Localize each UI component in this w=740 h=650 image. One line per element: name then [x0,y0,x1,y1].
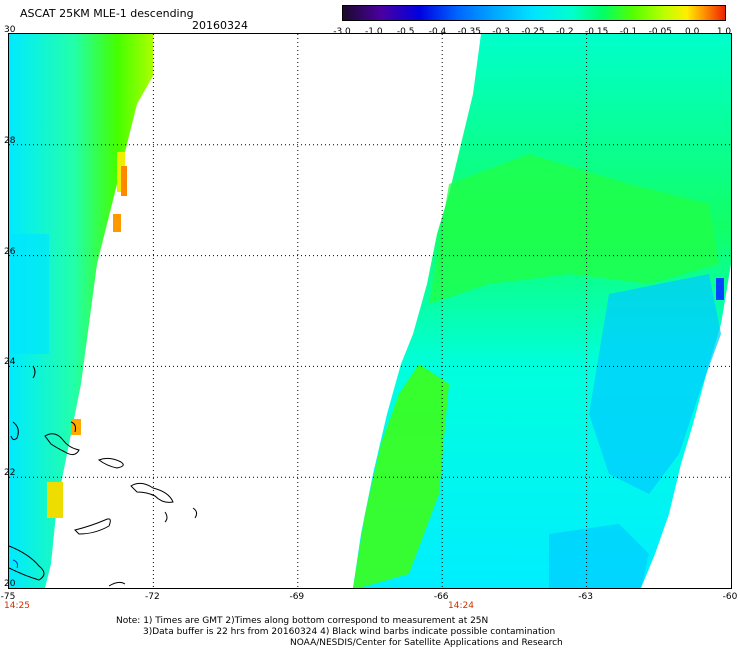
longitude-label: -63 [578,592,593,602]
west-swath-orange-south [71,419,81,435]
color-scale-label: -3.0 [333,27,351,37]
product-date: 20160324 [192,19,248,32]
color-scale-bar [342,5,726,21]
east-swath-blue-south [549,524,649,588]
coastline-islands-blue [12,559,18,569]
latitude-label: 28 [4,135,16,146]
longitude-label: -60 [722,592,738,602]
latitude-label: 26 [4,246,16,257]
east-swath-green-north [429,154,719,304]
latitude-label: 30 [4,25,16,35]
color-scale-label: -0.3 [492,27,510,37]
longitude-label: -69 [289,592,305,602]
note-line-3: NOAA/NESDIS/Center for Satellite Applica… [290,638,563,648]
color-scale-label: -0.4 [428,27,447,37]
west-swath-orange-patch [121,166,127,196]
west-swath-orange-patch-2 [113,214,121,232]
color-scale-label: -1.0 [365,27,383,37]
west-swath-yellow-south [47,482,63,518]
note-line-1: Note: 1) Times are GMT 2)Times along bot… [116,616,489,626]
latitude-label: 24 [4,357,16,368]
east-swath-green-west [353,364,449,588]
color-scale-label: -0.25 [521,27,545,37]
east-swath-deep-blue-spot [716,278,724,300]
west-swath-cyan-patch [9,234,49,354]
product-title: ASCAT 25KM MLE-1 descending [20,7,194,20]
longitude-label: -72 [145,592,160,602]
coastline-outlines [8,365,198,587]
color-scale-label: -0.2 [556,27,574,37]
east-swath-blue-southeast [589,274,721,494]
color-scale-label: 1.0 [716,27,732,37]
map-plot-area [8,33,732,589]
color-scale-label: -0.15 [585,27,609,37]
color-scale-gradient [343,6,725,20]
color-scale-label: -0.05 [648,27,672,37]
pass-time-west: 14:25 [4,601,30,611]
color-scale-label: -0.1 [619,27,638,37]
lat-lon-gridlines [9,34,731,588]
map-canvas [8,34,731,588]
latitude-label: 20 [4,579,16,589]
pass-time-east: 14:24 [448,601,474,611]
latitude-label: 22 [4,468,16,479]
longitude-label: -75 [0,592,16,602]
color-scale-label: -0.35 [457,27,481,37]
longitude-label: -66 [433,592,449,602]
note-line-2: 3)Data buffer is 22 hrs from 20160324 4)… [143,627,556,637]
color-scale-label: 0.0 [684,27,700,37]
color-scale-label: -0.5 [396,27,415,37]
